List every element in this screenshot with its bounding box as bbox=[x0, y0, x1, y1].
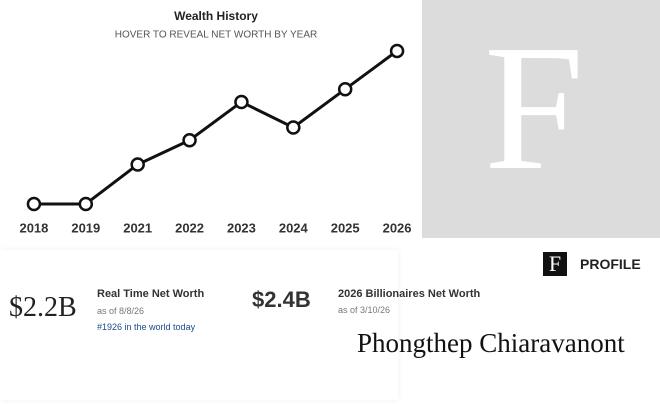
point bbox=[337, 81, 353, 97]
point bbox=[182, 132, 197, 148]
point bbox=[286, 120, 301, 135]
x-tick-label: 2024 bbox=[279, 220, 309, 235]
nw-amount: $2.2B bbox=[9, 292, 77, 323]
net-worth-panel bbox=[0, 250, 398, 400]
line bbox=[33, 49, 398, 206]
chart-subtitle: HOVER TO REVEAL NET WORTH BY YEAR bbox=[115, 30, 317, 41]
nw-amount: $2.4B bbox=[252, 287, 311, 312]
x-tick-label: 2021 bbox=[123, 220, 152, 235]
profile-logo: F bbox=[543, 252, 567, 276]
nw-title: 2026 Billionaires Net Worth bbox=[338, 288, 481, 300]
profile-label: PROFILE bbox=[580, 256, 641, 272]
x-tick-label: 2025 bbox=[331, 220, 360, 235]
nw-date: as of 8/8/26 bbox=[97, 306, 145, 316]
x-tick-label: 2022 bbox=[175, 220, 204, 235]
nw-date: as of 3/10/26 bbox=[338, 305, 391, 315]
x-tick-label: 2023 bbox=[227, 220, 256, 235]
logo-letter: F bbox=[484, 8, 585, 207]
point bbox=[389, 43, 405, 59]
x-tick-label: 2018 bbox=[19, 220, 48, 235]
x-tick-label: 2019 bbox=[71, 220, 100, 235]
chart-title: Wealth History bbox=[174, 9, 258, 23]
x-tick-label: 2026 bbox=[383, 220, 412, 235]
nw-title: Real Time Net Worth bbox=[97, 288, 205, 300]
logo-panel: F bbox=[422, 0, 660, 238]
profile-name: Phongthep Chiaravanont bbox=[357, 328, 625, 358]
point bbox=[234, 94, 249, 110]
nw-rank: #1926 in the world today bbox=[97, 322, 196, 332]
point bbox=[78, 196, 94, 212]
point bbox=[26, 196, 42, 212]
chart: Wealth History HOVER TO REVEAL NET WORTH… bbox=[19, 9, 412, 235]
point bbox=[130, 157, 145, 172]
